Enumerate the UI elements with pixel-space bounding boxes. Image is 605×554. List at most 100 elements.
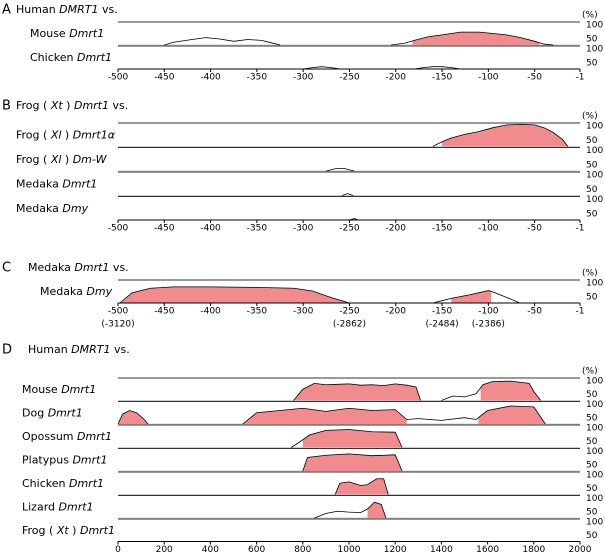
x-tick-label: -500: [108, 307, 129, 317]
y-tick-label: 50: [586, 531, 598, 541]
extra-label: (-3120): [101, 320, 134, 330]
y-tick-label: 100: [586, 471, 603, 481]
track-label-part: Dmrt1: [48, 406, 83, 419]
track-label: Medaka Dmy: [16, 202, 89, 215]
conservation-curve: [432, 124, 569, 147]
track-label-part: Mouse: [22, 383, 61, 396]
panel-title-part: vs.: [109, 99, 128, 112]
x-tick-label: 1200: [384, 545, 407, 554]
x-tick-label: -200: [386, 224, 407, 234]
conserved-region: [480, 381, 541, 401]
track-label-part: Frog (: [22, 524, 57, 537]
y-unit: (%): [582, 112, 598, 122]
panel-title-part: vs.: [99, 3, 118, 16]
conservation-curve: [334, 478, 389, 495]
y-tick-label: 50: [586, 461, 598, 471]
track-label-part: Dmrt1: [59, 500, 94, 513]
panel-title-part: Xt: [50, 99, 64, 112]
x-tick-label: -400: [200, 307, 221, 317]
x-tick-label: 1400: [430, 545, 453, 554]
track-label-part: Medaka: [16, 177, 62, 190]
x-tick-label: -200: [386, 73, 407, 83]
track-label-part: ): [61, 128, 72, 141]
x-tick-label: -450: [154, 224, 175, 234]
x-tick-label: -300: [293, 224, 314, 234]
panel-title: Frog ( Xt ) Dmrt1 vs.: [16, 99, 128, 112]
track-label-part: Dmrt1: [62, 177, 97, 190]
conservation-curve: [314, 501, 387, 519]
track-label: Opossum Dmrt1: [22, 430, 112, 443]
x-tick-label: -250: [339, 224, 360, 234]
extra-label: (-2862): [333, 320, 366, 330]
y-tick-label: 100: [586, 518, 603, 528]
panel-letter: D: [2, 343, 12, 358]
track-label-part: Xl: [50, 128, 62, 141]
y-tick-label: 100: [586, 279, 603, 289]
x-tick-label: -450: [154, 73, 175, 83]
x-tick-label: 600: [248, 545, 265, 554]
y-tick-label: 100: [586, 400, 603, 410]
track-label-part: Dog: [22, 406, 48, 419]
x-tick-label: -100: [478, 307, 499, 317]
track-label-part: ): [61, 153, 72, 166]
track-label-part: Xt: [56, 524, 70, 537]
x-tick-label: -150: [432, 73, 453, 83]
conservation-curve: [302, 453, 403, 472]
panel-title-part: Human: [28, 343, 71, 356]
x-tick-label: 200: [156, 545, 173, 554]
y-tick-label: 50: [586, 35, 598, 45]
x-tick-label: -400: [200, 73, 221, 83]
panel-title: Human DMRT1 vs.: [16, 3, 118, 16]
track-label-part: Platypus: [22, 453, 72, 466]
y-tick-label: 50: [586, 161, 598, 171]
x-tick-label: -1: [576, 307, 585, 317]
x-tick-label: -250: [339, 73, 360, 83]
track-label: Frog ( Xl ) Dm-W: [16, 153, 108, 166]
x-tick-label: 800: [294, 545, 311, 554]
x-tick-label: -1: [576, 224, 585, 234]
y-tick-label: 100: [586, 447, 603, 457]
conservation-curve: [326, 168, 355, 172]
conservation-curve: [117, 405, 546, 425]
conserved-region: [302, 453, 403, 471]
conserved-region: [118, 410, 149, 424]
conserved-region: [119, 286, 350, 303]
x-tick-label: -350: [247, 224, 268, 234]
y-tick-label: 100: [586, 21, 603, 31]
track-label: Medaka Dmy: [40, 285, 113, 298]
y-unit: (%): [582, 11, 598, 21]
conserved-region: [451, 290, 492, 303]
x-tick-label: 0: [115, 545, 121, 554]
panel-title-part: Medaka: [28, 261, 74, 274]
x-tick-label: -300: [293, 307, 314, 317]
track-label-part: Dm-W: [73, 153, 108, 166]
conservation-curve: [303, 66, 461, 70]
track-label: Chicken Dmrt1: [22, 477, 104, 490]
x-tick-label: 1800: [522, 545, 545, 554]
track-label-part: Chicken: [22, 477, 69, 490]
track-label-part: Dmrt1: [61, 383, 96, 396]
track-label-part: Frog (: [16, 153, 51, 166]
track-label-part: Xl: [50, 153, 62, 166]
conservation-curve: [341, 193, 354, 196]
panel-letter: B: [2, 99, 11, 114]
track-label-part: Dmrt1: [77, 51, 112, 64]
x-tick-label: 1600: [476, 545, 499, 554]
y-tick-label: 100: [586, 171, 603, 181]
y-tick-label: 50: [586, 136, 598, 146]
panel-title-part: Dmrt1: [74, 261, 109, 274]
track-label: Chicken Dmrt1: [30, 51, 112, 64]
panel-title: Human DMRT1 vs.: [28, 343, 130, 356]
track-label: Platypus Dmrt1: [22, 453, 107, 466]
track-label-part: Frog (: [16, 128, 51, 141]
panel-letter: A: [2, 3, 11, 18]
conserved-region: [367, 502, 386, 518]
panel-title-part: Frog (: [16, 99, 51, 112]
track-label-part: ): [69, 524, 80, 537]
panel-title-part: Dmrt1: [74, 99, 109, 112]
track-label-part: Dmrt1: [80, 524, 115, 537]
track-label: Medaka Dmrt1: [16, 177, 97, 190]
conserved-region: [478, 406, 546, 424]
y-tick-label: 50: [586, 414, 598, 424]
